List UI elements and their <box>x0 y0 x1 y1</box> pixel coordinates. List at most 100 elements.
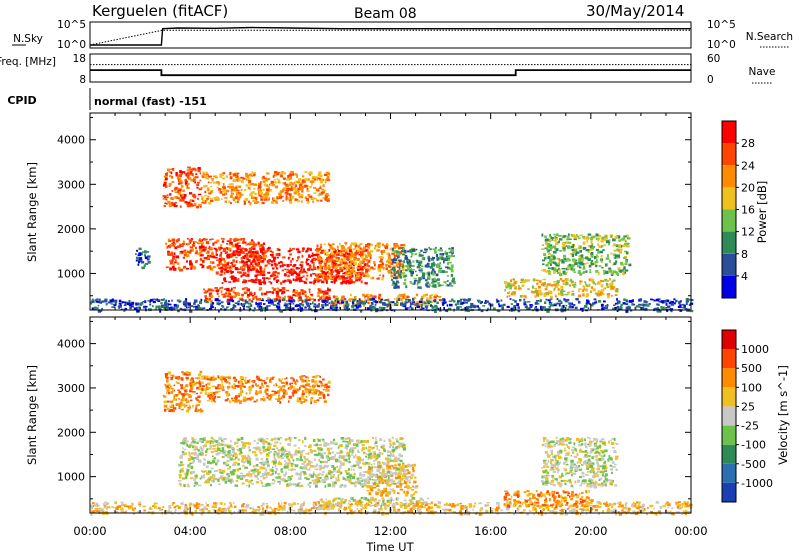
power-cell <box>309 297 311 299</box>
power-cell <box>400 260 405 263</box>
power-cell <box>253 296 256 298</box>
power-cell <box>601 266 604 269</box>
power-cell <box>395 304 399 306</box>
power-cell <box>582 285 585 288</box>
power-cell <box>224 292 228 295</box>
velocity-cell <box>347 479 351 481</box>
power-cell <box>535 306 537 309</box>
power-cell <box>609 278 611 281</box>
velocity-cell <box>190 399 193 402</box>
power-cell <box>224 277 226 280</box>
power-cell <box>272 288 276 291</box>
velocity-cell <box>307 380 311 382</box>
power-cell <box>550 263 552 266</box>
power-cell <box>192 199 195 202</box>
power-cell <box>319 262 322 265</box>
velocity-cell <box>234 455 238 459</box>
velocity-cell <box>165 375 168 378</box>
power-cell <box>347 252 350 256</box>
power-cell <box>202 171 205 174</box>
power-cell <box>226 298 231 302</box>
velocity-cell <box>322 388 326 391</box>
power-cell <box>309 264 312 267</box>
power-cell <box>318 192 321 196</box>
power-cell <box>591 256 594 258</box>
power-cell <box>568 241 571 244</box>
power-colorbar-swatch <box>722 165 736 188</box>
power-cell <box>556 283 560 286</box>
power-cell <box>605 257 610 260</box>
power-cell <box>308 308 313 311</box>
power-cell <box>393 245 397 248</box>
power-cell <box>394 272 397 275</box>
power-cell <box>307 193 310 197</box>
power-cell <box>558 267 560 270</box>
power-cell <box>327 197 330 200</box>
velocity-cell <box>180 408 184 411</box>
power-cell <box>171 299 173 302</box>
power-cell <box>568 284 572 287</box>
velocity-cell <box>270 473 273 476</box>
power-cell <box>504 289 507 292</box>
power-cell <box>212 242 215 246</box>
velocity-cell <box>396 467 401 471</box>
power-cell <box>268 186 270 189</box>
power-cell <box>230 190 233 193</box>
power-cell <box>403 282 407 285</box>
velocity-cell <box>207 477 211 479</box>
power-cell <box>324 292 327 295</box>
power-cell <box>428 296 432 300</box>
power-cell <box>369 294 372 297</box>
power-cell <box>260 250 264 253</box>
power-cell <box>229 254 233 257</box>
power-cell <box>319 274 323 278</box>
power-cell <box>266 290 268 293</box>
velocity-cell <box>260 481 264 485</box>
power-cell <box>244 248 248 252</box>
power-cell <box>619 300 621 303</box>
power-cell <box>627 305 630 308</box>
velocity-cell <box>278 392 280 396</box>
power-cell <box>608 283 612 286</box>
velocity-cell <box>395 446 398 449</box>
power-cell <box>508 290 511 293</box>
velocity-cell <box>375 439 378 441</box>
power-cell <box>348 298 351 301</box>
power-cell <box>105 303 108 306</box>
velocity-cell <box>196 386 200 390</box>
velocity-cell <box>231 480 234 483</box>
power-cell <box>221 177 226 180</box>
velocity-cell <box>259 452 263 454</box>
power-cell <box>399 273 402 276</box>
power-cell <box>391 250 395 253</box>
power-cell <box>164 172 168 176</box>
power-cell <box>266 249 270 252</box>
power-cell <box>374 246 377 250</box>
power-cell <box>549 304 554 307</box>
velocity-cell <box>196 448 199 450</box>
velocity-cell <box>271 472 274 475</box>
power-cell <box>670 303 674 306</box>
power-cell <box>561 260 565 264</box>
power-cell <box>232 305 237 308</box>
velocity-cell <box>308 385 312 388</box>
power-cell <box>375 300 379 304</box>
power-cell <box>153 298 157 301</box>
power-cell <box>557 299 562 302</box>
velocity-cell <box>320 474 323 476</box>
power-cell <box>316 279 320 282</box>
velocity-cell <box>279 400 282 404</box>
power-cell <box>432 261 435 264</box>
power-cell <box>249 266 253 268</box>
power-cell <box>285 195 288 198</box>
power-cell <box>449 282 451 284</box>
power-cell <box>324 275 328 278</box>
power-cell <box>232 259 235 263</box>
power-cell <box>243 254 247 258</box>
power-cell <box>560 290 564 294</box>
power-cell <box>118 299 122 303</box>
power-cell <box>321 266 323 270</box>
power-cell <box>164 183 167 187</box>
power-cell <box>208 201 212 205</box>
power-cell <box>292 265 296 268</box>
